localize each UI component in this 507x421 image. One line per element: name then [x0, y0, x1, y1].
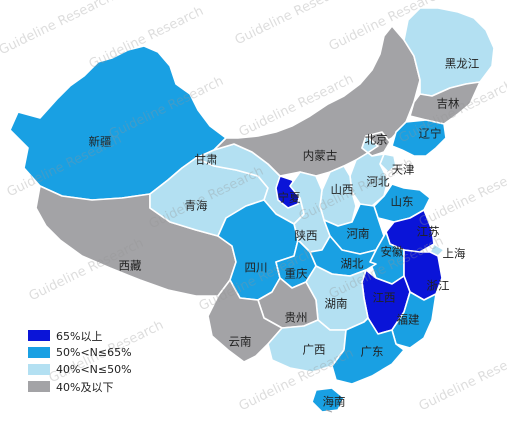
province-22-label: 浙江	[426, 278, 450, 293]
province-7-region	[391, 119, 447, 157]
province-27-label: 云南	[228, 334, 252, 349]
legend-swatch	[28, 347, 50, 358]
province-1-label: 西藏	[118, 258, 142, 273]
province-27-region	[207, 279, 283, 363]
province-23-label: 江西	[372, 290, 396, 305]
province-10-label: 河北	[366, 174, 390, 189]
province-30-label: 海南	[322, 394, 346, 409]
province-5-label: 黑龙江	[444, 56, 480, 71]
province-16-label: 江苏	[416, 224, 440, 239]
province-21-label: 重庆	[284, 266, 308, 281]
province-29-region	[331, 317, 405, 385]
province-20-label: 四川	[244, 260, 268, 275]
legend-swatch	[28, 364, 50, 375]
legend-item: 50%<N≤65%	[28, 344, 132, 361]
province-11-label: 山西	[330, 182, 354, 197]
province-8-label: 北京	[364, 132, 388, 147]
province-19-label: 湖北	[340, 256, 364, 271]
province-14-label: 陕西	[294, 228, 318, 243]
province-18-label: 安徽	[380, 244, 404, 259]
province-3-label: 甘肃	[194, 152, 218, 167]
province-15-label: 河南	[346, 226, 370, 241]
legend-item: 65%以上	[28, 327, 132, 344]
province-10-region	[349, 135, 389, 207]
province-17-label: 上海	[442, 246, 466, 261]
legend-item: 40%<N≤50%	[28, 361, 132, 378]
province-7-label: 辽宁	[418, 126, 442, 141]
legend-label: 50%<N≤65%	[56, 346, 132, 359]
province-6-region	[409, 81, 481, 125]
province-4-label: 内蒙古	[302, 148, 338, 163]
province-12-label: 山东	[390, 194, 414, 209]
province-9-label: 天津	[391, 162, 415, 177]
legend-swatch	[28, 330, 50, 341]
province-24-label: 湖南	[324, 296, 348, 311]
legend: 65%以上 50%<N≤65% 40%<N≤50% 40%及以下	[28, 327, 132, 395]
province-26-label: 福建	[396, 312, 420, 327]
legend-swatch	[28, 381, 50, 392]
province-5-region	[403, 7, 495, 97]
legend-label: 40%及以下	[56, 380, 114, 394]
province-6-label: 吉林	[436, 96, 460, 111]
legend-label: 65%以上	[56, 329, 103, 343]
province-13-label: 宁夏	[277, 190, 301, 205]
province-0-label: 新疆	[88, 134, 112, 149]
province-2-label: 青海	[184, 198, 208, 213]
province-28-label: 广西	[302, 342, 326, 357]
province-30-region	[311, 387, 345, 413]
province-25-label: 贵州	[284, 310, 308, 325]
legend-item: 40%及以下	[28, 378, 132, 395]
province-29-label: 广东	[360, 344, 384, 359]
legend-label: 40%<N≤50%	[56, 363, 132, 376]
